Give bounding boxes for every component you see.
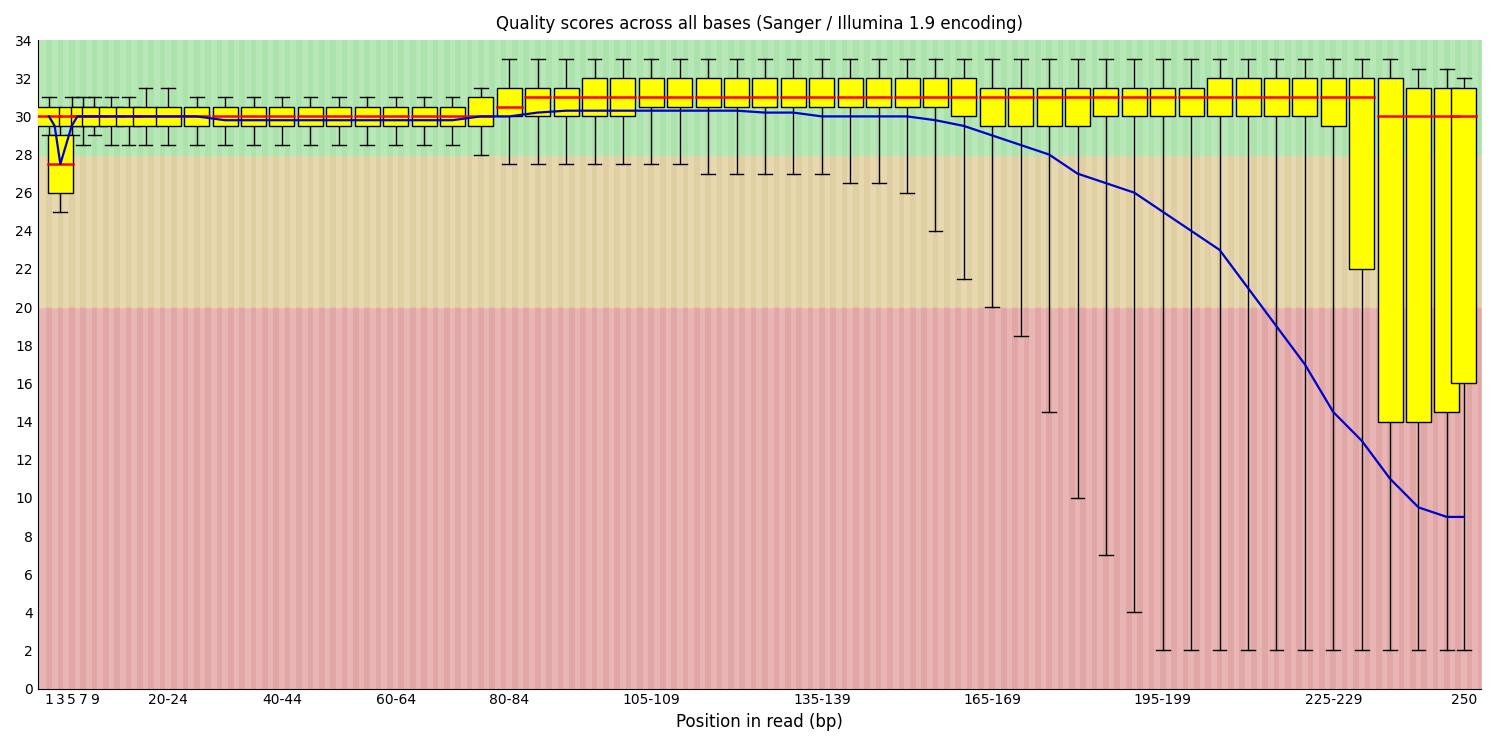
Bar [48, 136, 73, 192]
Bar [70, 107, 96, 126]
Bar [781, 78, 806, 107]
Bar [1435, 88, 1460, 412]
Bar [1236, 78, 1261, 116]
Bar [610, 78, 636, 116]
Bar [1321, 78, 1346, 126]
Bar [1406, 88, 1432, 421]
Bar [1037, 88, 1062, 126]
Bar [1179, 88, 1204, 116]
Bar [1094, 88, 1119, 116]
Bar [554, 88, 579, 116]
Bar [951, 78, 977, 116]
Bar [1207, 78, 1233, 116]
Bar [468, 97, 494, 126]
Bar [99, 107, 124, 126]
Bar [241, 107, 266, 126]
Bar [1293, 78, 1318, 116]
Bar [133, 107, 159, 126]
Bar [156, 107, 181, 126]
Bar [60, 107, 84, 126]
Bar [639, 78, 664, 107]
Bar [1378, 78, 1403, 421]
Bar [184, 107, 209, 126]
Bar [838, 78, 863, 107]
Bar [82, 107, 106, 126]
Bar [724, 78, 749, 107]
Bar [355, 107, 380, 126]
Bar [298, 107, 323, 126]
Bar [1122, 88, 1147, 116]
Bar [1451, 88, 1477, 383]
Bar [212, 107, 238, 126]
Bar [326, 107, 352, 126]
Bar [1349, 78, 1375, 269]
Bar [1008, 88, 1034, 126]
Bar [1065, 88, 1091, 126]
Bar [411, 107, 437, 126]
Bar [667, 78, 693, 107]
Bar [36, 107, 61, 126]
Bar [497, 88, 522, 116]
X-axis label: Position in read (bp): Position in read (bp) [676, 713, 842, 731]
Bar [117, 107, 141, 126]
Title: Quality scores across all bases (Sanger / Illumina 1.9 encoding): Quality scores across all bases (Sanger … [495, 15, 1023, 33]
Bar [696, 78, 721, 107]
Bar [582, 78, 607, 116]
Bar [269, 107, 295, 126]
Bar [866, 78, 892, 107]
Bar [525, 88, 551, 116]
Bar [895, 78, 920, 107]
Bar [1150, 88, 1176, 116]
Bar [440, 107, 465, 126]
Bar [809, 78, 835, 107]
Bar [923, 78, 948, 107]
Bar [1264, 78, 1290, 116]
Bar [383, 107, 408, 126]
Bar [752, 78, 778, 107]
Bar [980, 88, 1005, 126]
